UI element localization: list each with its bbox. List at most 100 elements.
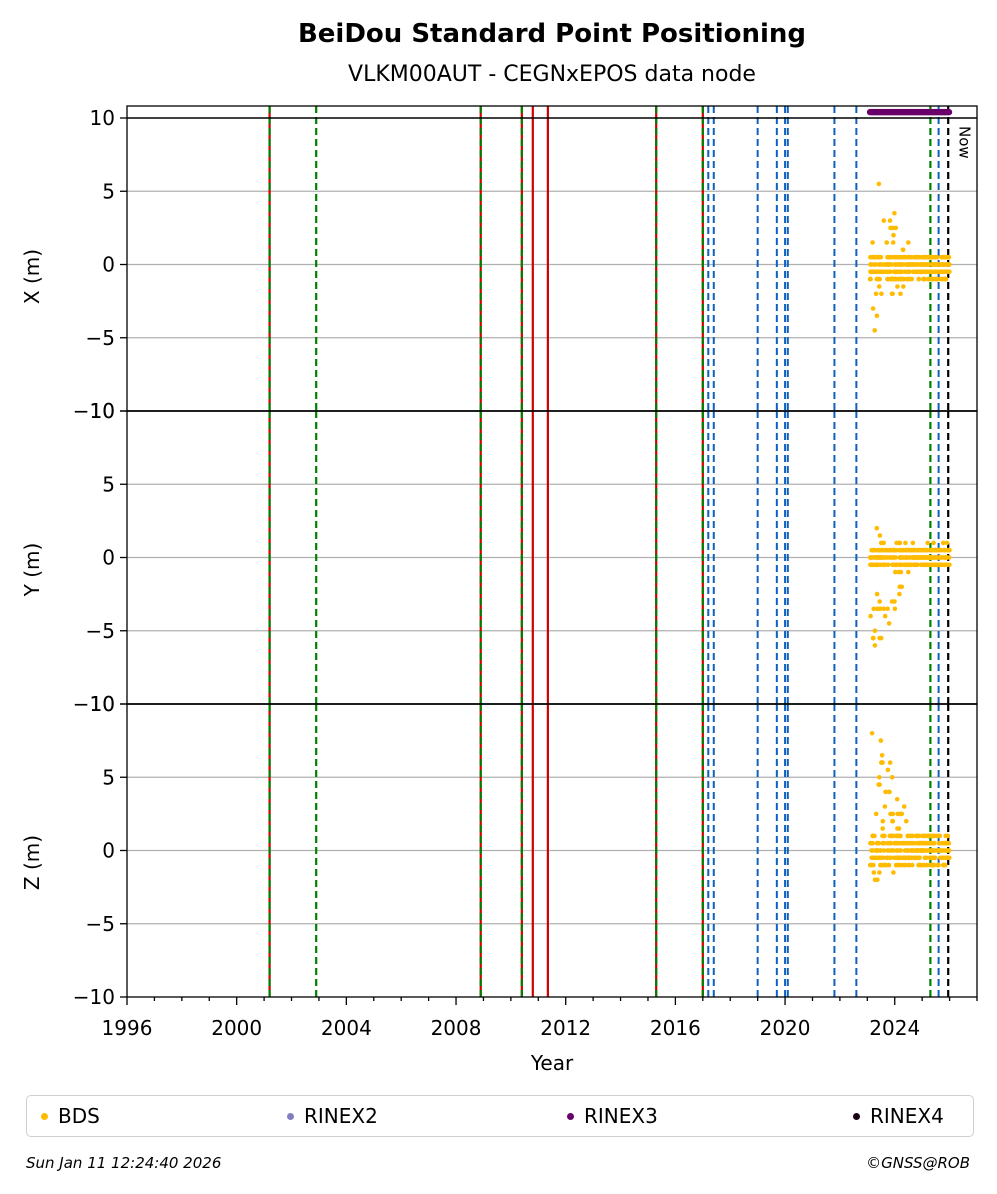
data-point-bds (870, 833, 876, 839)
footer-copyright: ©GNSS@ROB (866, 1154, 970, 1172)
data-point-bds (936, 862, 941, 868)
data-point-bds (944, 540, 950, 546)
data-point-bds (921, 833, 927, 839)
data-point-bds (939, 562, 945, 568)
data-point-bds (891, 870, 896, 875)
panel-3: 10 5 0 −5 −10 Z (m) (20, 692, 978, 1009)
data-point-bds (884, 240, 889, 245)
data-point-bds (905, 269, 911, 275)
data-point-bds (920, 276, 926, 282)
data-point-bds (887, 789, 892, 795)
data-point-bds (945, 547, 951, 553)
bds-series (867, 731, 952, 883)
data-point-bds (936, 848, 942, 853)
data-point-bds (871, 254, 876, 260)
data-point-bds (924, 862, 930, 868)
rinex3-marker-icon (567, 1112, 574, 1120)
data-point-bds (885, 562, 891, 568)
data-point-bds (899, 840, 904, 846)
data-point-bds (910, 848, 916, 853)
chart-title: BeiDou Standard Point Positioning (298, 19, 806, 49)
data-point-bds (876, 284, 882, 289)
footer-timestamp: Sun Jan 11 12:24:40 2026 (26, 1154, 222, 1172)
data-point-bds (893, 269, 898, 275)
data-point-bds (881, 218, 887, 223)
data-point-bds (877, 775, 882, 780)
data-point-bds (876, 547, 881, 553)
data-point-bds (941, 269, 946, 275)
data-point-bds (894, 562, 899, 568)
data-point-bds (913, 254, 918, 260)
data-point-bds (887, 218, 893, 223)
data-point-bds (898, 291, 903, 297)
data-point-bds (899, 584, 905, 590)
data-point-bds (877, 276, 882, 282)
data-point-bds (868, 613, 873, 619)
data-point-bds (890, 562, 895, 568)
data-point-bds (930, 262, 935, 267)
data-point-bds (872, 262, 878, 267)
data-point-bds (876, 562, 881, 568)
x-tick-label: 2024 (869, 1016, 920, 1040)
data-point-bds (888, 811, 893, 817)
data-point-bds (898, 848, 903, 853)
data-point-bds (890, 818, 896, 824)
data-point-bds (930, 862, 935, 868)
rinex2-marker-icon (287, 1112, 294, 1120)
data-point-bds (936, 840, 942, 846)
data-point-bds (882, 555, 887, 560)
data-point-bds (891, 254, 896, 260)
data-point-bds (938, 855, 944, 861)
data-point-bds (946, 254, 952, 260)
y-tick-label: −5 (86, 326, 115, 350)
x-tick-label: 2004 (321, 1016, 372, 1040)
data-point-bds (904, 276, 910, 282)
data-point-bds (877, 635, 882, 641)
data-point-bds (900, 555, 906, 560)
y-axis-label: Z (m) (20, 835, 44, 890)
data-point-bds (898, 562, 904, 568)
data-point-bds (930, 833, 936, 839)
now-label: Now (956, 126, 974, 159)
data-point-bds (889, 262, 895, 267)
data-point-bds (935, 262, 941, 267)
legend-label-rinex4: RINEX4 (870, 1104, 944, 1128)
x-tick-label: 2016 (650, 1016, 701, 1040)
legend-label-rinex2: RINEX2 (304, 1104, 378, 1128)
data-point-bds (893, 569, 898, 575)
data-point-bds (890, 276, 895, 282)
rinex4-marker-icon (853, 1112, 860, 1120)
data-point-bds (885, 276, 890, 282)
data-point-bds (917, 547, 922, 553)
data-point-bds (894, 796, 900, 802)
data-point-bds (898, 833, 903, 839)
data-point-bds (905, 555, 911, 560)
data-point-bds (947, 855, 952, 861)
x-axis-label: Year (530, 1051, 574, 1075)
data-point-bds (879, 262, 884, 267)
data-point-bds (897, 591, 902, 597)
bds-series (867, 525, 952, 648)
data-point-bds (926, 848, 931, 853)
y-tick-label: 5 (102, 765, 115, 789)
data-point-bds (872, 628, 878, 634)
data-point-bds (868, 276, 873, 282)
y-tick-label: −10 (73, 985, 115, 1009)
data-point-bds (911, 269, 916, 275)
data-point-rinex3 (945, 108, 953, 116)
data-point-bds (940, 276, 945, 282)
data-point-bds (914, 262, 920, 267)
data-point-bds (911, 855, 917, 861)
data-point-bds (927, 547, 933, 553)
data-point-bds (868, 840, 873, 846)
data-point-bds (911, 555, 916, 560)
y-tick-label: 0 (102, 839, 115, 863)
data-point-bds (922, 855, 928, 861)
data-point-bds (928, 840, 933, 846)
data-point-bds (877, 599, 882, 604)
data-point-bds (918, 555, 924, 560)
data-point-bds (897, 547, 902, 553)
data-point-bds (938, 555, 943, 560)
data-point-bds (882, 613, 888, 619)
data-point-bds (871, 606, 876, 612)
